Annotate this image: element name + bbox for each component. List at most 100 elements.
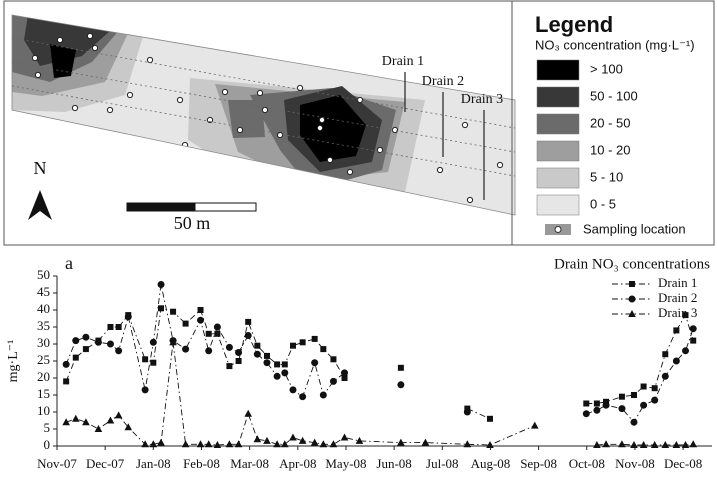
data-point (245, 319, 251, 325)
data-point (107, 417, 115, 424)
data-point (107, 341, 114, 348)
data-point (205, 440, 213, 447)
legend-label: 10 - 20 (590, 142, 630, 157)
data-point (142, 356, 148, 362)
data-point (673, 441, 681, 448)
data-point (330, 440, 338, 447)
data-point (197, 440, 205, 447)
legend-marker (629, 281, 635, 287)
data-point (630, 419, 637, 426)
data-point (487, 416, 493, 422)
data-point (235, 349, 242, 356)
sampling-location (107, 107, 112, 112)
data-point (602, 440, 610, 447)
data-point (245, 332, 252, 339)
legend-label: 50 - 100 (590, 88, 638, 103)
sampling-location (57, 37, 62, 42)
data-point (158, 305, 164, 311)
data-point (603, 402, 610, 409)
y-axis-label: mg·L⁻¹ (6, 340, 21, 383)
data-point (583, 410, 590, 417)
y-tick-label: 15 (37, 386, 50, 401)
data-point (244, 410, 252, 417)
figure: Drain 1 Drain 2 Drain 3 N 50 m Legend NO… (0, 0, 717, 477)
data-point (299, 393, 306, 400)
sampling-location (32, 55, 37, 60)
sampling-location (127, 92, 132, 97)
data-point (311, 359, 318, 366)
sampling-location (87, 33, 92, 38)
data-point (312, 336, 318, 342)
sampling-location (262, 107, 267, 112)
scale-bar (127, 203, 195, 211)
y-tick-label: 50 (37, 267, 50, 282)
data-point (341, 434, 349, 441)
data-point (115, 411, 123, 418)
data-point (398, 365, 404, 371)
data-point (651, 397, 658, 404)
data-point (320, 392, 327, 399)
sampling-location (177, 97, 182, 102)
data-point (63, 361, 70, 368)
data-point (263, 359, 270, 366)
y-tick-label: 10 (37, 403, 50, 418)
data-point (690, 325, 697, 332)
data-point (690, 338, 696, 344)
data-point (673, 358, 680, 365)
sampling-location (72, 105, 77, 110)
sampling-location (497, 162, 502, 167)
x-tick-label: Mar-08 (230, 456, 269, 471)
y-tick-label: 20 (37, 369, 50, 384)
data-point (531, 422, 539, 429)
data-point (640, 402, 647, 409)
data-point (583, 401, 589, 407)
data-point (83, 346, 89, 352)
data-point (236, 358, 242, 364)
data-point (63, 378, 69, 384)
data-point (619, 394, 625, 400)
sampling-location (437, 167, 442, 172)
legend-swatch (537, 114, 579, 134)
x-tick-label: May-08 (325, 456, 366, 471)
y-tick-label: 40 (37, 301, 50, 316)
sampling-location (327, 157, 332, 162)
data-point (116, 324, 122, 330)
data-point (264, 353, 270, 359)
sampling-location (237, 127, 242, 132)
data-point (689, 440, 697, 447)
drain-label: Drain 1 (382, 54, 424, 69)
x-tick-label: Jan-08 (136, 456, 171, 471)
data-point (594, 401, 600, 407)
data-point (320, 346, 326, 352)
data-point (682, 347, 689, 354)
data-point (183, 321, 189, 327)
x-tick-label: Nov-08 (615, 456, 655, 471)
data-point (289, 434, 297, 441)
data-point (397, 381, 404, 388)
data-point (198, 307, 204, 313)
sampling-location (467, 197, 472, 202)
x-tick-label: Nov-07 (37, 456, 77, 471)
legend-label: Drain 1 (658, 275, 697, 290)
legend-label: Drain 3 (658, 305, 697, 320)
x-tick-label: Jun-08 (376, 456, 411, 471)
legend-label: 5 - 10 (590, 169, 623, 184)
data-point (330, 356, 336, 362)
data-point (72, 337, 79, 344)
data-point (673, 327, 679, 333)
data-point (235, 440, 243, 447)
sampling-label: Sampling location (583, 221, 686, 236)
sampling-location (317, 125, 322, 130)
data-point (226, 440, 234, 447)
x-tick-label: Dec-08 (664, 456, 702, 471)
data-point (631, 392, 637, 398)
data-point (205, 347, 212, 354)
sampling-location (277, 132, 282, 137)
drain-label: Drain 3 (461, 92, 503, 107)
data-point (641, 384, 647, 390)
data-point (630, 441, 638, 448)
sampling-location (392, 127, 397, 132)
data-point (640, 441, 648, 448)
legend-label: Drain 2 (658, 290, 697, 305)
legend-marker (628, 310, 636, 317)
